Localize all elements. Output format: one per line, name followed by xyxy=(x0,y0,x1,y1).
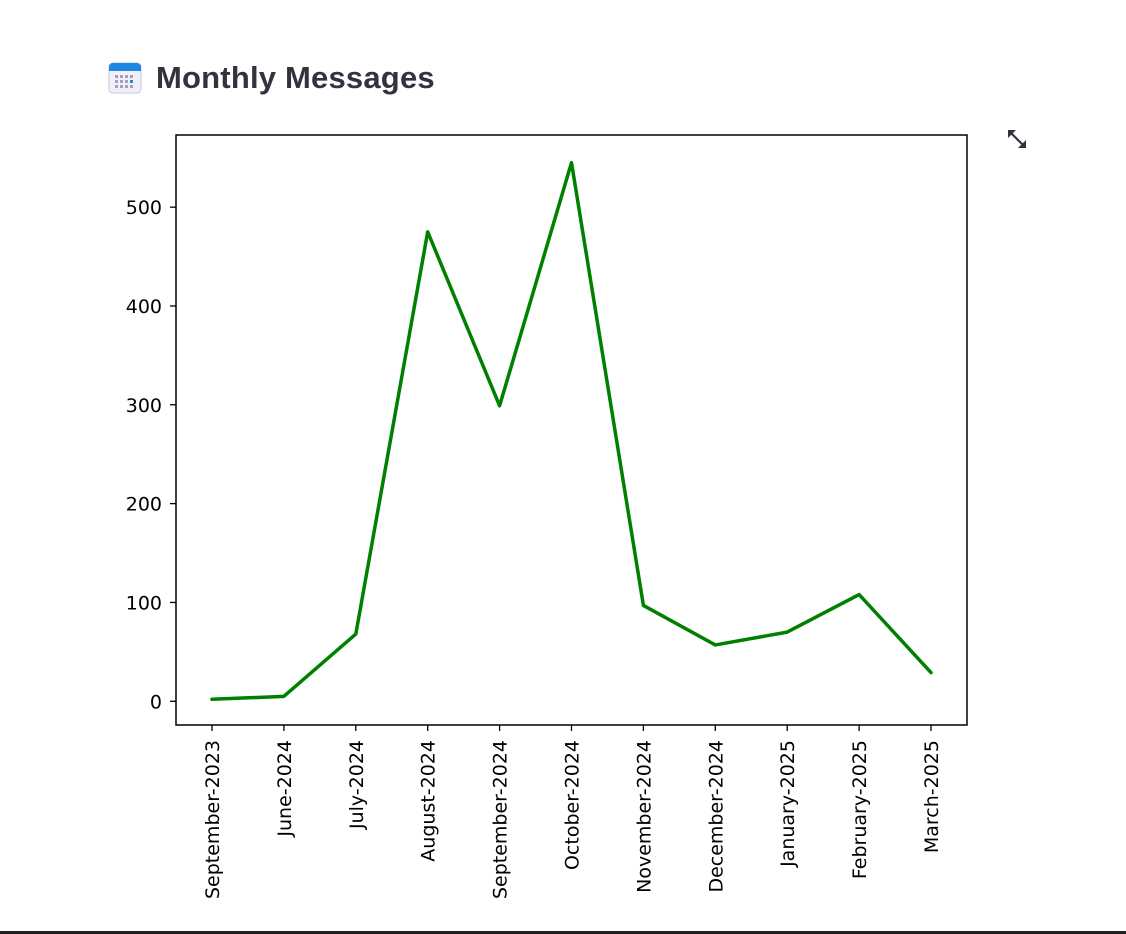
x-tick-label: September-2024 xyxy=(490,740,512,899)
x-tick-label: January-2025 xyxy=(777,740,799,868)
x-tick-label: September-2023 xyxy=(202,740,224,899)
x-axis: September-2023 June-2024 July-2024 August-2… xyxy=(202,725,943,899)
y-tick-label: 0 xyxy=(150,691,162,713)
y-axis: 0 100 200 300 400 500 xyxy=(126,197,176,713)
plot-area xyxy=(175,134,968,726)
x-tick-label: February-2025 xyxy=(849,740,871,879)
y-tick-label: 400 xyxy=(126,296,162,318)
expand-chart-button[interactable] xyxy=(1004,126,1030,152)
x-tick-label: October-2024 xyxy=(562,740,584,870)
chart-header: Monthly Messages xyxy=(108,60,435,96)
x-tick-label: July-2024 xyxy=(346,740,368,830)
y-tick-label: 300 xyxy=(126,395,162,417)
y-tick-label: 100 xyxy=(126,592,162,614)
x-tick-label: June-2024 xyxy=(274,740,296,838)
page-title: Monthly Messages xyxy=(156,60,435,95)
y-tick-label: 500 xyxy=(126,197,162,219)
y-tick-label: 200 xyxy=(126,494,162,516)
bottom-divider xyxy=(0,931,1126,934)
x-tick-label: August-2024 xyxy=(418,740,440,862)
x-tick-label: December-2024 xyxy=(705,740,727,893)
calendar-icon xyxy=(108,62,142,94)
fullscreen-expand-icon xyxy=(1008,130,1026,148)
x-tick-label: March-2025 xyxy=(921,740,943,853)
x-tick-label: November-2024 xyxy=(633,740,655,893)
series-line xyxy=(210,160,933,702)
